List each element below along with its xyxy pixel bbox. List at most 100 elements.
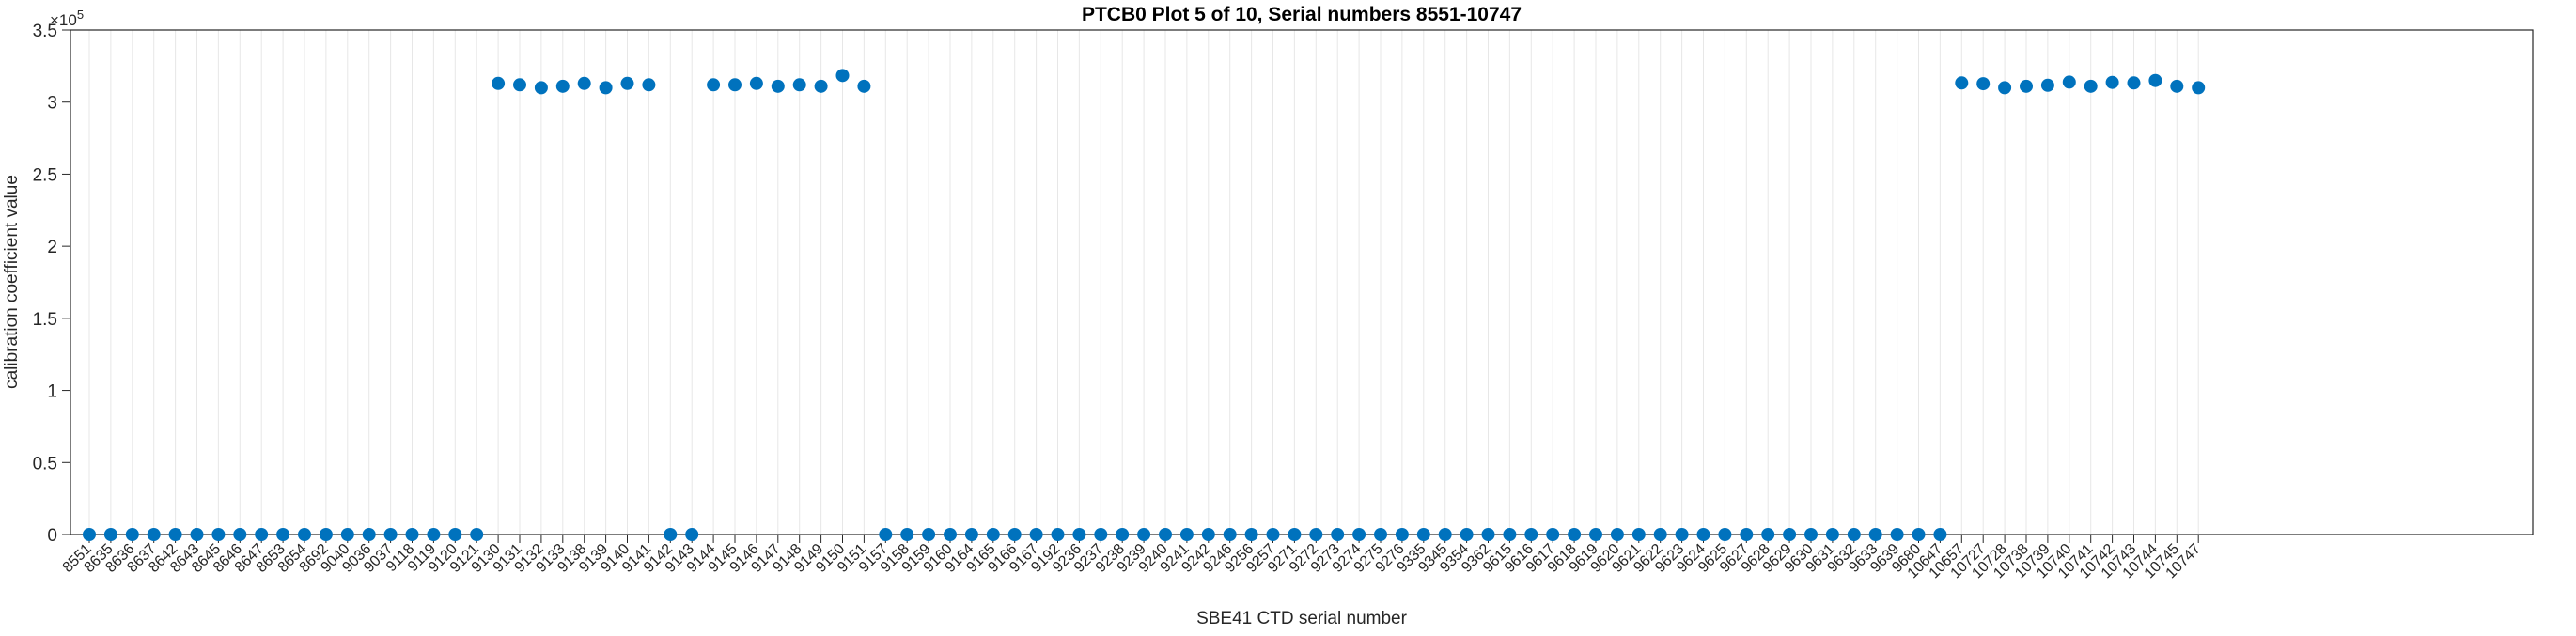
data-point-9192 bbox=[1051, 528, 1065, 541]
data-point-9335 bbox=[1416, 528, 1430, 541]
data-point-8643 bbox=[190, 528, 204, 541]
x-tick-labels: 8551863586368637864286438645864686478653… bbox=[60, 541, 2204, 582]
data-point-9627 bbox=[1740, 528, 1754, 541]
data-point-9242 bbox=[1201, 528, 1215, 541]
data-point-9273 bbox=[1331, 528, 1345, 541]
data-point-9275 bbox=[1374, 528, 1387, 541]
data-point-9138 bbox=[577, 76, 591, 90]
data-point-9345 bbox=[1438, 528, 1452, 541]
data-point-9628 bbox=[1761, 528, 1775, 541]
data-point-10740 bbox=[2062, 75, 2076, 89]
y-tick-label: 2.5 bbox=[33, 165, 57, 185]
data-point-9133 bbox=[555, 79, 570, 93]
data-point-9272 bbox=[1309, 528, 1323, 541]
data-point-8551 bbox=[83, 528, 96, 541]
data-point-8654 bbox=[298, 528, 311, 541]
data-point-9131 bbox=[513, 78, 526, 92]
data-point-9241 bbox=[1179, 528, 1194, 541]
y-tick-label: 3 bbox=[47, 94, 57, 114]
data-point-9639 bbox=[1890, 528, 1904, 541]
x-axis-label: SBE41 CTD serial number bbox=[1196, 609, 1408, 628]
data-point-9630 bbox=[1804, 528, 1818, 541]
data-point-10657 bbox=[1955, 76, 1969, 90]
data-point-9257 bbox=[1266, 528, 1280, 541]
data-point-9633 bbox=[1868, 528, 1882, 541]
data-point-9622 bbox=[1653, 528, 1667, 541]
data-point-9240 bbox=[1159, 528, 1172, 541]
data-point-9619 bbox=[1589, 528, 1602, 541]
data-point-10728 bbox=[1998, 81, 2012, 95]
data-point-9130 bbox=[492, 76, 506, 90]
data-point-9615 bbox=[1503, 528, 1517, 541]
data-point-9144 bbox=[707, 78, 721, 92]
data-point-9618 bbox=[1568, 528, 1582, 541]
x-gridlines bbox=[88, 30, 2199, 535]
data-point-9164 bbox=[964, 528, 978, 541]
data-point-9151 bbox=[857, 79, 871, 93]
data-point-9623 bbox=[1675, 528, 1689, 541]
data-point-9139 bbox=[599, 81, 613, 95]
data-point-9625 bbox=[1718, 528, 1732, 541]
data-point-9118 bbox=[405, 528, 419, 541]
y-axis-label: calibration coefficient value bbox=[2, 175, 22, 389]
data-point-9145 bbox=[728, 78, 742, 92]
data-point-8642 bbox=[168, 528, 182, 541]
data-point-9148 bbox=[792, 78, 806, 92]
y-tick-label: 0.5 bbox=[33, 454, 57, 473]
data-point-9276 bbox=[1395, 528, 1409, 541]
data-point-10744 bbox=[2148, 73, 2162, 87]
data-point-10745 bbox=[2170, 79, 2184, 93]
data-point-9037 bbox=[383, 528, 398, 541]
data-point-8692 bbox=[319, 528, 333, 541]
y-axis-multiplier-exponent: 5 bbox=[77, 8, 84, 22]
data-point-9624 bbox=[1696, 528, 1710, 541]
data-point-10747 bbox=[2192, 81, 2206, 95]
data-point-9166 bbox=[1007, 528, 1022, 541]
data-point-9146 bbox=[749, 76, 763, 90]
data-point-10741 bbox=[2084, 79, 2098, 93]
data-point-8647 bbox=[255, 528, 269, 541]
data-point-8645 bbox=[211, 528, 226, 541]
data-point-9141 bbox=[642, 78, 656, 92]
y-ticks: 0 0.5 1 1.5 2 2.5 3 3.5 bbox=[33, 22, 70, 546]
data-point-9149 bbox=[814, 79, 828, 93]
data-point-9167 bbox=[1029, 528, 1043, 541]
data-point-9616 bbox=[1524, 528, 1538, 541]
data-point-9629 bbox=[1783, 528, 1797, 541]
plot-box bbox=[70, 29, 2534, 535]
y-tick-label: 1 bbox=[47, 382, 57, 402]
data-point-9256 bbox=[1244, 528, 1258, 541]
data-point-10647 bbox=[1933, 528, 1947, 541]
data-point-8653 bbox=[276, 528, 290, 541]
data-point-8646 bbox=[233, 528, 247, 541]
data-point-9150 bbox=[835, 69, 850, 83]
data-point-9631 bbox=[1825, 528, 1839, 541]
y-axis-multiplier: ×105 bbox=[50, 8, 84, 29]
data-point-8636 bbox=[125, 528, 139, 541]
data-point-9132 bbox=[534, 81, 548, 95]
data-point-10743 bbox=[2127, 76, 2141, 90]
data-point-9246 bbox=[1223, 528, 1237, 541]
data-point-9239 bbox=[1137, 528, 1151, 541]
data-point-10739 bbox=[2040, 78, 2054, 92]
data-point-9158 bbox=[900, 528, 914, 541]
data-point-9362 bbox=[1481, 528, 1495, 541]
data-point-9157 bbox=[879, 528, 893, 541]
data-point-9160 bbox=[944, 528, 957, 541]
y-tick-label: 1.5 bbox=[33, 310, 57, 330]
data-point-9036 bbox=[362, 528, 376, 541]
data-point-9237 bbox=[1094, 528, 1108, 541]
chart-title: PTCB0 Plot 5 of 10, Serial numbers 8551-… bbox=[1082, 4, 1522, 25]
data-point-9236 bbox=[1072, 528, 1086, 541]
data-point-9165 bbox=[986, 528, 1000, 541]
plot-area: 8551863586368637864286438645864686478653… bbox=[33, 22, 2534, 582]
data-point-9040 bbox=[340, 528, 354, 541]
y-tick-label: 0 bbox=[47, 526, 57, 546]
data-point-9159 bbox=[922, 528, 936, 541]
data-point-9120 bbox=[448, 528, 462, 541]
y-axis-multiplier-base: ×10 bbox=[50, 11, 77, 29]
data-point-9142 bbox=[664, 528, 678, 541]
data-point-9143 bbox=[685, 528, 699, 541]
